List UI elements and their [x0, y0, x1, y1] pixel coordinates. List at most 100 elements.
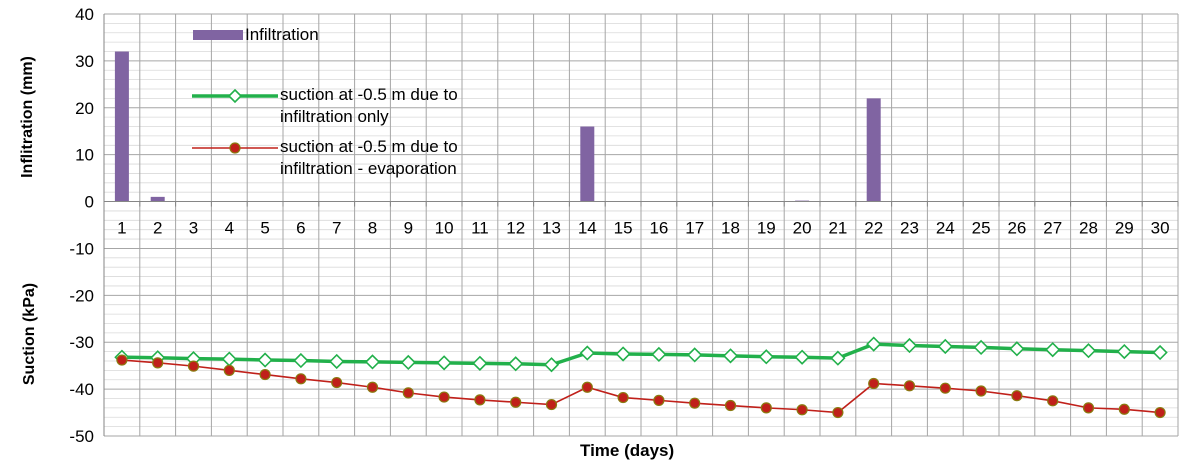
legend-label: suction at -0.5 m due to infiltration - …: [280, 137, 458, 178]
legend-item-infiltration: Infiltration: [190, 20, 530, 50]
marker-diamond: [543, 357, 560, 373]
marker-diamond: [615, 346, 631, 362]
marker-diamond: [400, 354, 416, 371]
marker-circle: [760, 402, 772, 414]
x-tick-label: 11: [471, 219, 489, 238]
x-tick-label: 2: [153, 219, 162, 238]
marker-diamond: [722, 348, 739, 364]
marker-diamond: [1116, 343, 1132, 360]
infiltration-bars: [114, 51, 881, 202]
y-tick-label: -30: [69, 333, 94, 352]
marker-circle: [116, 354, 128, 366]
x-tick-label: 13: [542, 219, 561, 238]
x-tick-label: 22: [864, 219, 883, 238]
x-tick-label: 7: [332, 219, 341, 238]
x-tick-label: 16: [649, 219, 668, 238]
bar-infiltration: [580, 126, 595, 202]
marker-diamond: [508, 356, 524, 372]
legend-bar-swatch: [193, 30, 243, 40]
y-axis-label-top: Inflitration (mm): [19, 56, 36, 178]
axes: [103, 14, 1179, 436]
x-tick-label: 18: [721, 219, 740, 238]
marker-circle: [617, 391, 629, 404]
y-axis-label-bottom: Suction (kPa): [21, 282, 38, 386]
y-tick-label: -10: [69, 239, 94, 258]
marker-circle: [653, 394, 665, 406]
marker-circle: [1118, 403, 1130, 415]
marker-diamond: [472, 355, 488, 371]
marker-circle: [474, 394, 486, 406]
x-tick-label: 15: [614, 219, 633, 238]
x-tick-label: 5: [260, 219, 269, 238]
x-tick-label: 12: [506, 219, 525, 238]
marker-circle: [1154, 406, 1166, 419]
marker-circle: [152, 357, 164, 369]
line-infiltration-evaporation: [121, 359, 1161, 414]
x-tick-label: 1: [117, 219, 126, 238]
marker-circle: [510, 396, 522, 408]
x-tick-label: 4: [225, 219, 234, 238]
marker-circle: [1047, 395, 1059, 407]
legend-label: suction at -0.5 m due to infiltration on…: [280, 85, 458, 126]
suction-lines: [114, 336, 1168, 419]
marker-circle: [724, 399, 737, 412]
y-tick-label: -50: [69, 427, 94, 446]
marker-circle: [832, 406, 844, 419]
marker-diamond: [329, 353, 345, 370]
marker-circle: [581, 381, 593, 393]
marker-diamond: [1009, 341, 1025, 357]
marker-circle: [1011, 390, 1023, 402]
x-tick-label: 29: [1115, 219, 1134, 238]
marker-circle: [868, 377, 880, 390]
x-tick-label: 30: [1151, 219, 1170, 238]
marker-diamond: [830, 350, 846, 366]
bar-infiltration: [114, 51, 129, 202]
x-tick-label: 3: [189, 219, 198, 238]
marker-diamond: [436, 355, 452, 371]
x-tick-label: 8: [368, 219, 377, 238]
marker-diamond: [221, 351, 237, 367]
x-tick-label: 19: [757, 219, 776, 238]
marker-circle: [689, 397, 701, 409]
x-tick-label: 14: [578, 219, 597, 238]
y-tick-label: -40: [69, 380, 94, 399]
legend-diamond-swatch: [192, 88, 278, 104]
marker-circle: [438, 391, 450, 403]
marker-circle: [975, 385, 987, 397]
x-tick-label: 21: [828, 219, 847, 238]
marker-circle: [402, 387, 414, 399]
marker-diamond: [651, 346, 667, 363]
marker-circle: [295, 373, 307, 385]
x-tick-label: 20: [793, 219, 812, 238]
marker-circle: [187, 360, 200, 372]
gridlines: [103, 13, 1179, 437]
marker-circle: [903, 380, 916, 392]
marker-diamond: [1152, 344, 1168, 361]
marker-diamond: [1080, 343, 1097, 359]
marker-circle: [545, 398, 558, 411]
marker-diamond: [937, 338, 953, 355]
legend-item-infiltration-evaporation: suction at -0.5 m due to infiltration - …: [190, 137, 530, 188]
marker-diamond: [687, 347, 703, 363]
marker-diamond: [293, 352, 309, 369]
x-tick-label: 6: [296, 219, 305, 238]
legend: Infiltration suction at -0.5 m due to in…: [190, 20, 530, 190]
x-tick-label: 26: [1007, 219, 1026, 238]
marker-circle: [1082, 402, 1095, 414]
bar-infiltration: [150, 196, 165, 202]
x-tick-label: 9: [404, 219, 413, 238]
legend-item-infiltration-only: suction at -0.5 m due to infiltration on…: [190, 85, 530, 136]
marker-circle: [939, 382, 951, 394]
marker-circle: [259, 368, 271, 381]
legend-label: Infiltration: [245, 25, 319, 44]
x-tick-label: 25: [972, 219, 991, 238]
x-tick-label: 27: [1043, 219, 1062, 238]
y-tick-label: 20: [75, 99, 94, 118]
marker-circle: [331, 376, 343, 389]
marker-diamond: [579, 345, 595, 361]
x-tick-label: 24: [936, 219, 955, 238]
marker-circle: [223, 364, 235, 376]
marker-circle: [366, 381, 379, 393]
